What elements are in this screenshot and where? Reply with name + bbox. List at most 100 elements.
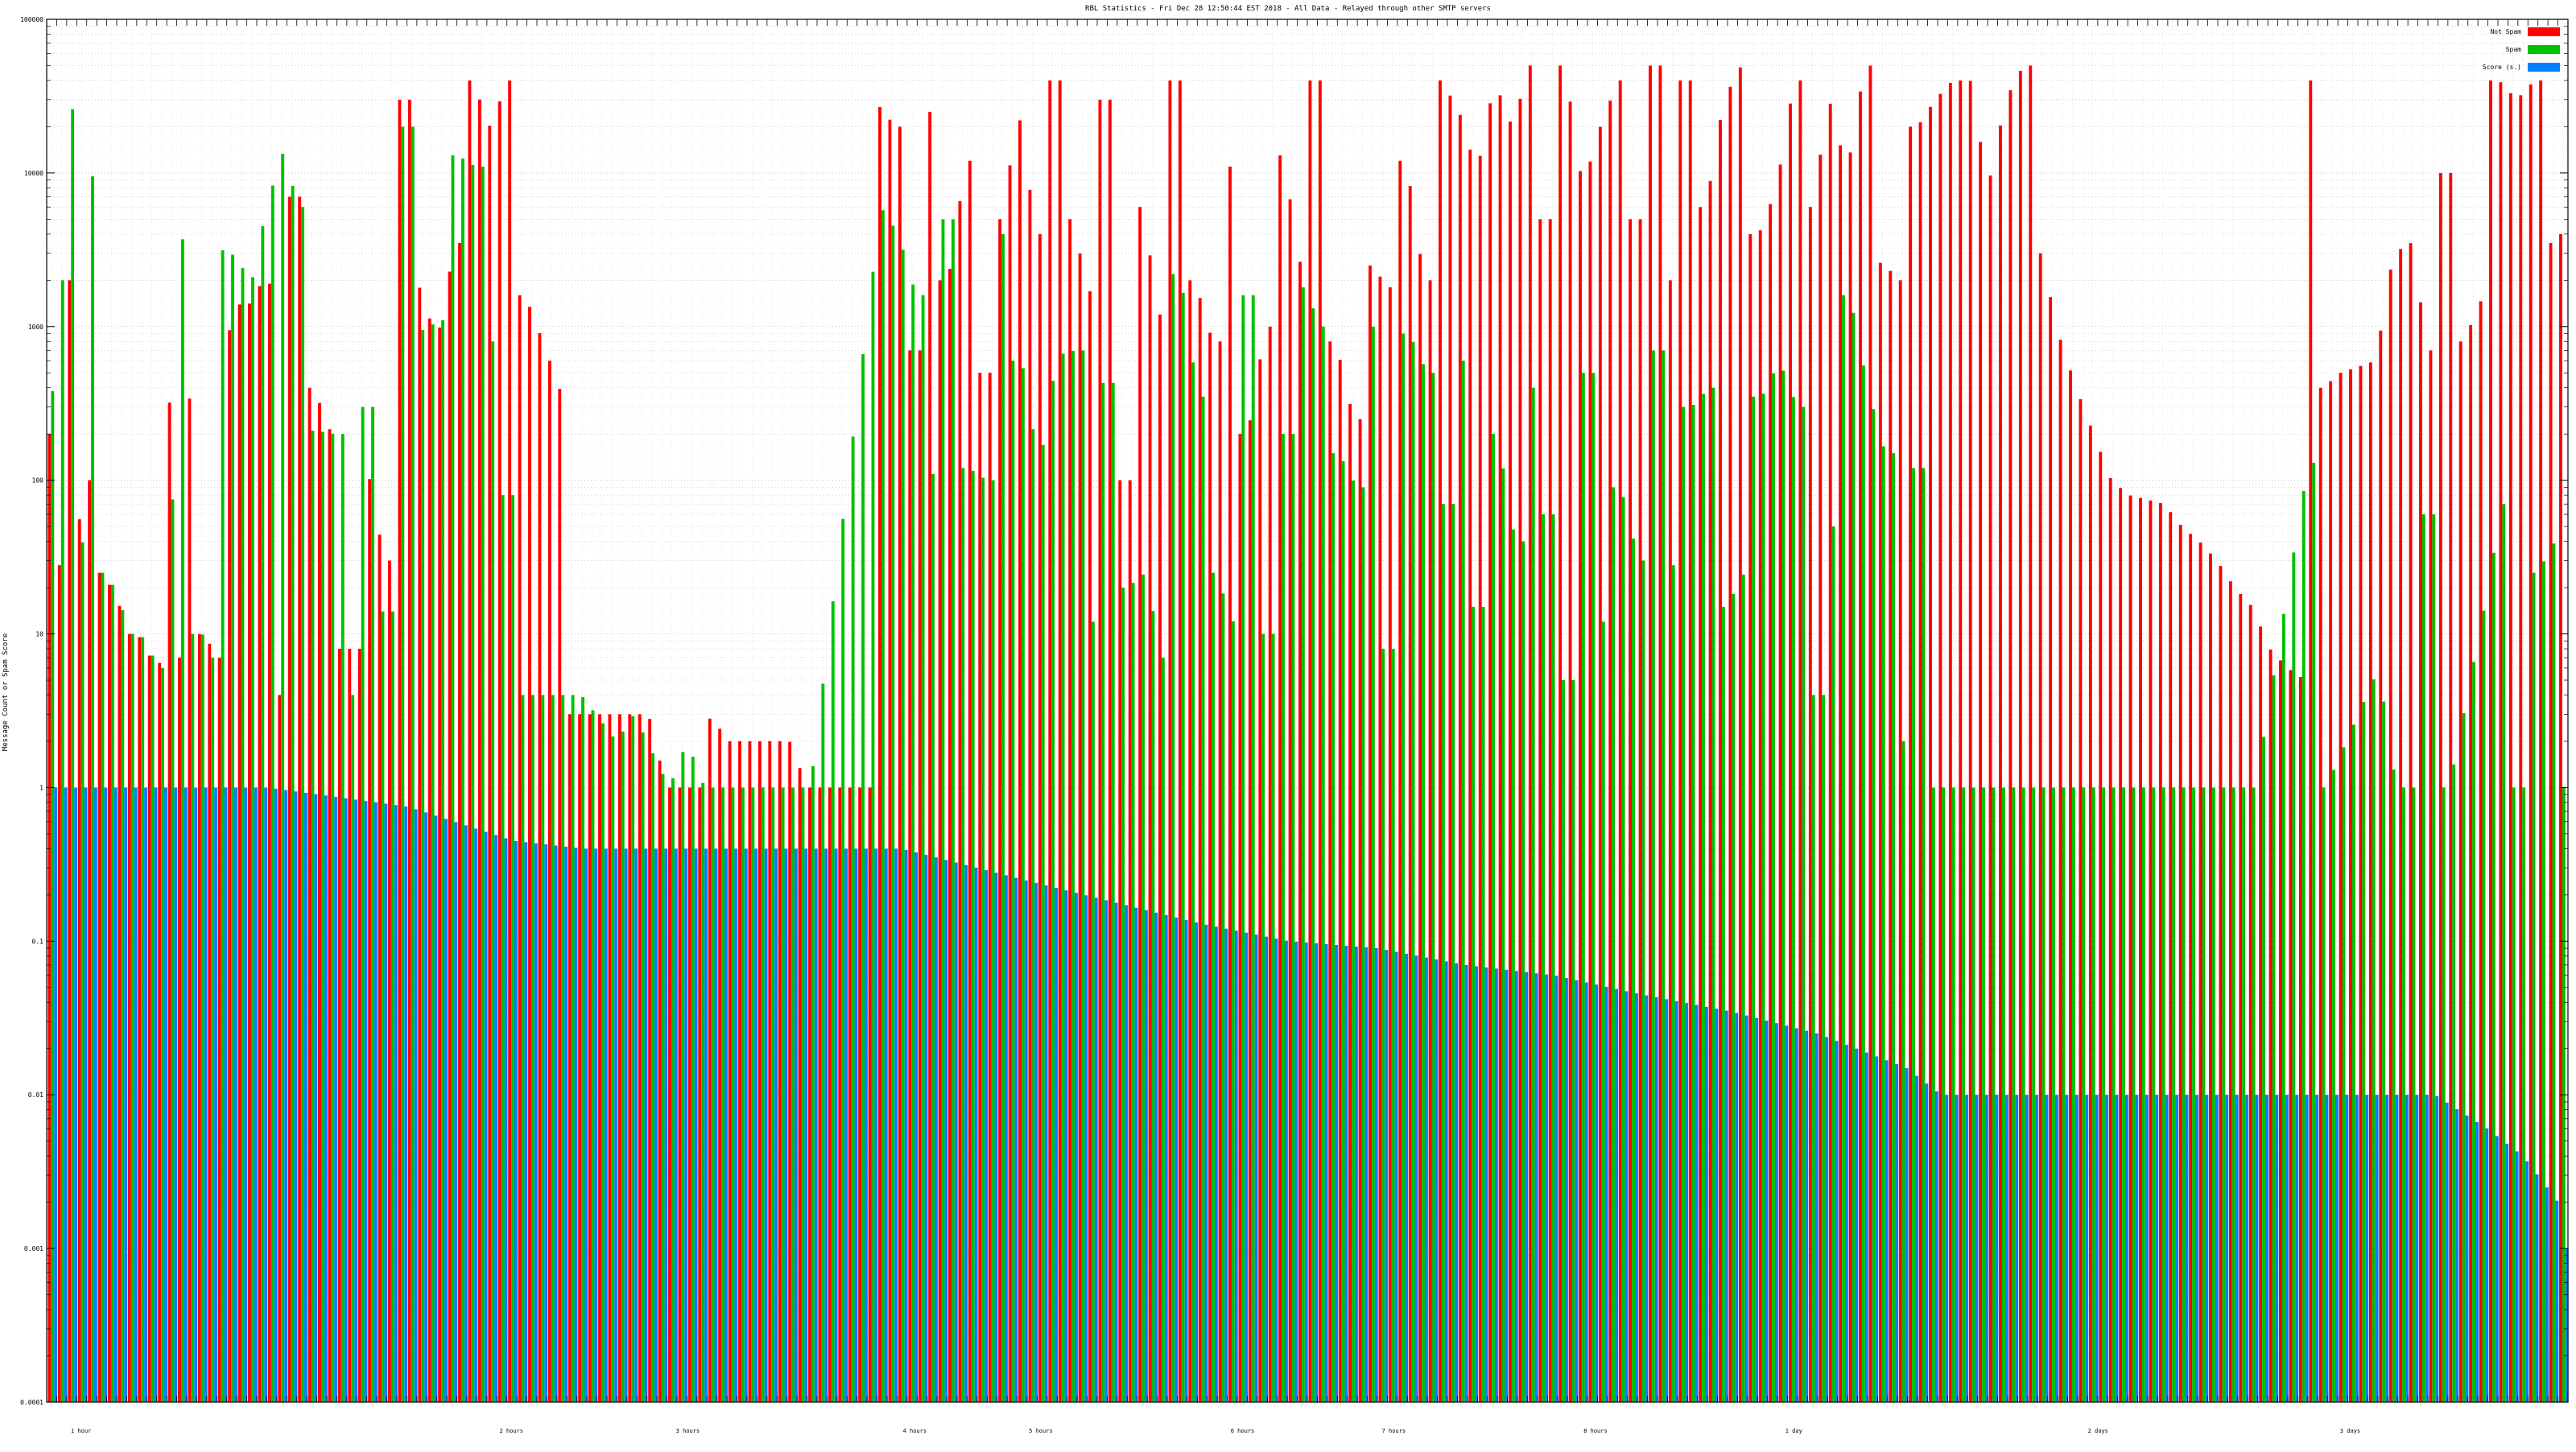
bar-score <box>274 788 278 1402</box>
bar-spam <box>1651 350 1655 1403</box>
bar-spam <box>691 757 695 1402</box>
bar-spam <box>351 695 355 1402</box>
bar-score <box>2495 1136 2499 1402</box>
bar-not-spam <box>1138 207 1142 1403</box>
bar-not-spam <box>2018 71 2022 1402</box>
bar-spam <box>721 787 724 1402</box>
bar-score <box>2385 1095 2389 1402</box>
bar-spam <box>911 284 915 1402</box>
bar-spam <box>1781 370 1785 1403</box>
bar-spam <box>831 601 835 1402</box>
bar-spam <box>1061 353 1065 1403</box>
bar-score <box>1875 1056 1879 1402</box>
bar-score <box>624 848 628 1402</box>
bar-score <box>2485 1128 2489 1402</box>
bar-not-spam <box>568 714 572 1402</box>
bar-not-spam <box>918 350 922 1403</box>
bar-spam <box>561 695 565 1402</box>
bar-spam <box>1831 526 1835 1403</box>
bar-not-spam <box>1818 155 1823 1403</box>
bar-not-spam <box>908 350 912 1403</box>
bar-score <box>414 809 418 1402</box>
bar-not-spam <box>298 196 302 1402</box>
bar-score <box>914 852 919 1402</box>
bar-not-spam <box>118 605 122 1402</box>
bar-not-spam <box>248 303 251 1402</box>
bar-spam <box>1741 574 1745 1403</box>
bar-spam <box>971 471 975 1403</box>
bar-score <box>1164 914 1168 1402</box>
bar-score <box>1424 957 1428 1402</box>
bar-not-spam <box>2279 660 2282 1402</box>
bar-score <box>2515 1151 2519 1402</box>
bar-not-spam <box>477 99 481 1402</box>
bar-not-spam <box>77 519 81 1402</box>
bar-score <box>134 787 138 1402</box>
bar-not-spam <box>1558 65 1563 1403</box>
bar-not-spam <box>398 99 402 1402</box>
bar-score <box>874 848 878 1402</box>
bar-spam <box>801 787 805 1402</box>
bar-not-spam <box>798 768 802 1402</box>
bar-score <box>1224 928 1228 1402</box>
bar-spam <box>2161 787 2165 1402</box>
bar-not-spam <box>628 714 632 1402</box>
bar-score <box>1064 890 1068 1402</box>
bar-not-spam <box>2289 670 2293 1402</box>
bar-score <box>384 803 388 1402</box>
bar-score <box>494 835 498 1402</box>
bar-not-spam <box>608 714 612 1402</box>
bar-score <box>1785 1025 1789 1402</box>
bar-score <box>2245 1095 2249 1402</box>
bar-spam <box>1111 382 1115 1402</box>
bar-spam <box>2322 787 2326 1402</box>
bar-spam <box>401 126 405 1402</box>
bar-not-spam <box>2189 534 2193 1402</box>
bar-not-spam <box>2309 80 2313 1403</box>
bar-not-spam <box>2368 362 2372 1403</box>
bar-score <box>1055 888 1059 1402</box>
bar-score <box>2115 1095 2119 1402</box>
bar-spam <box>2262 736 2265 1402</box>
bar-score <box>1595 984 1599 1402</box>
bar-not-spam <box>1358 419 1362 1402</box>
bar-spam <box>171 499 175 1402</box>
bar-not-spam <box>1148 255 1152 1403</box>
bar-score <box>1114 902 1118 1402</box>
bar-score <box>184 787 188 1402</box>
bar-spam <box>2222 787 2226 1402</box>
bar-spam <box>1091 621 1095 1402</box>
bar-not-spam <box>2268 649 2273 1402</box>
bar-score <box>964 864 968 1402</box>
bar-not-spam <box>868 787 872 1402</box>
bar-not-spam <box>1769 204 1773 1402</box>
bar-score <box>1274 938 1278 1402</box>
y-tick-label: 100000 <box>20 16 43 23</box>
bar-spam <box>130 633 134 1402</box>
bar-score <box>2435 1095 2439 1402</box>
legend: Not Spam Spam Score (s.) <box>2483 27 2560 72</box>
bar-not-spam <box>1678 80 1682 1403</box>
bar-not-spam <box>208 643 212 1402</box>
bar-not-spam <box>1798 80 1802 1403</box>
bar-score <box>2275 1095 2279 1402</box>
bar-spam <box>1791 397 1795 1402</box>
bar-score <box>1825 1037 1829 1402</box>
bar-not-spam <box>1348 403 1352 1402</box>
bar-spam <box>601 723 605 1402</box>
bar-score <box>314 794 318 1402</box>
bar-not-spam <box>1618 80 1622 1403</box>
bar-spam <box>2421 514 2425 1402</box>
bar-spam <box>1601 621 1605 1402</box>
y-tick-label: 10 <box>35 631 43 638</box>
bar-score <box>1835 1041 1839 1402</box>
bar-score <box>1195 922 1199 1402</box>
bar-spam <box>771 787 775 1402</box>
bar-score <box>1245 932 1249 1402</box>
bar-spam <box>1451 504 1455 1402</box>
bar-not-spam <box>2069 370 2072 1402</box>
bar-spam <box>431 324 435 1403</box>
bar-spam <box>1942 787 1946 1402</box>
bar-not-spam <box>158 662 162 1402</box>
bar-not-spam <box>2198 542 2202 1402</box>
